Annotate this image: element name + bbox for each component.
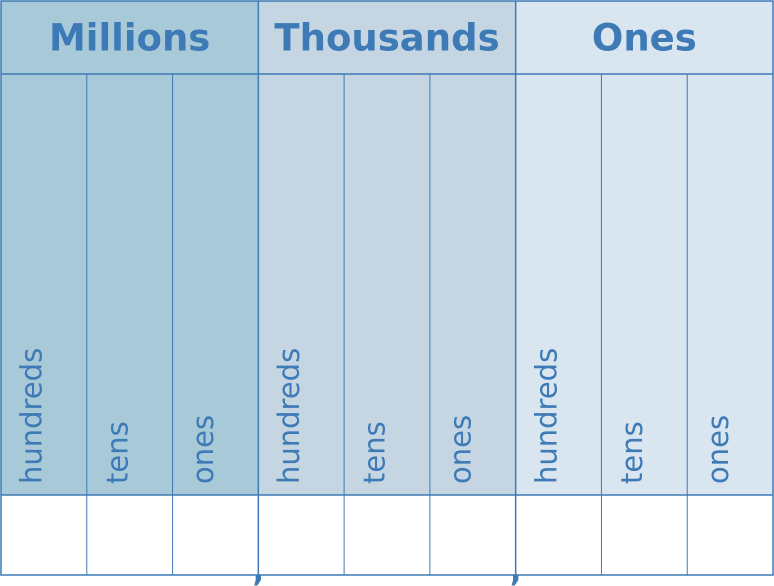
digit-entry-cell[interactable] <box>687 495 773 575</box>
column-label-tens: tens <box>358 421 392 484</box>
digit-entry-cell[interactable] <box>86 495 173 575</box>
digit-entry-cell[interactable] <box>172 495 259 575</box>
group-separator-comma: , <box>253 554 264 586</box>
digit-entry-cell[interactable] <box>344 495 430 575</box>
column-label-hundreds: hundreds <box>15 348 49 484</box>
digit-entry-cell[interactable] <box>429 495 516 575</box>
group-background-2 <box>515 1 773 495</box>
column-label-hundreds: hundreds <box>272 348 306 484</box>
digit-entry-cell[interactable] <box>601 495 688 575</box>
column-label-ones: ones <box>443 415 477 484</box>
group-separator-comma: , <box>510 554 521 586</box>
column-label-hundreds: hundreds <box>529 348 563 484</box>
digit-entry-cell[interactable] <box>258 495 345 575</box>
group-title-0: Millions <box>49 17 210 60</box>
column-label-tens: tens <box>100 421 134 484</box>
group-title-1: Thousands <box>274 17 499 60</box>
column-label-ones: ones <box>186 415 220 484</box>
group-background-1 <box>258 1 516 495</box>
group-title-2: Ones <box>592 17 697 60</box>
digit-entry-cell[interactable] <box>1 495 87 575</box>
group-background-0 <box>1 1 259 495</box>
column-label-tens: tens <box>615 421 649 484</box>
digit-entry-cell[interactable] <box>515 495 602 575</box>
column-label-ones: ones <box>701 415 735 484</box>
